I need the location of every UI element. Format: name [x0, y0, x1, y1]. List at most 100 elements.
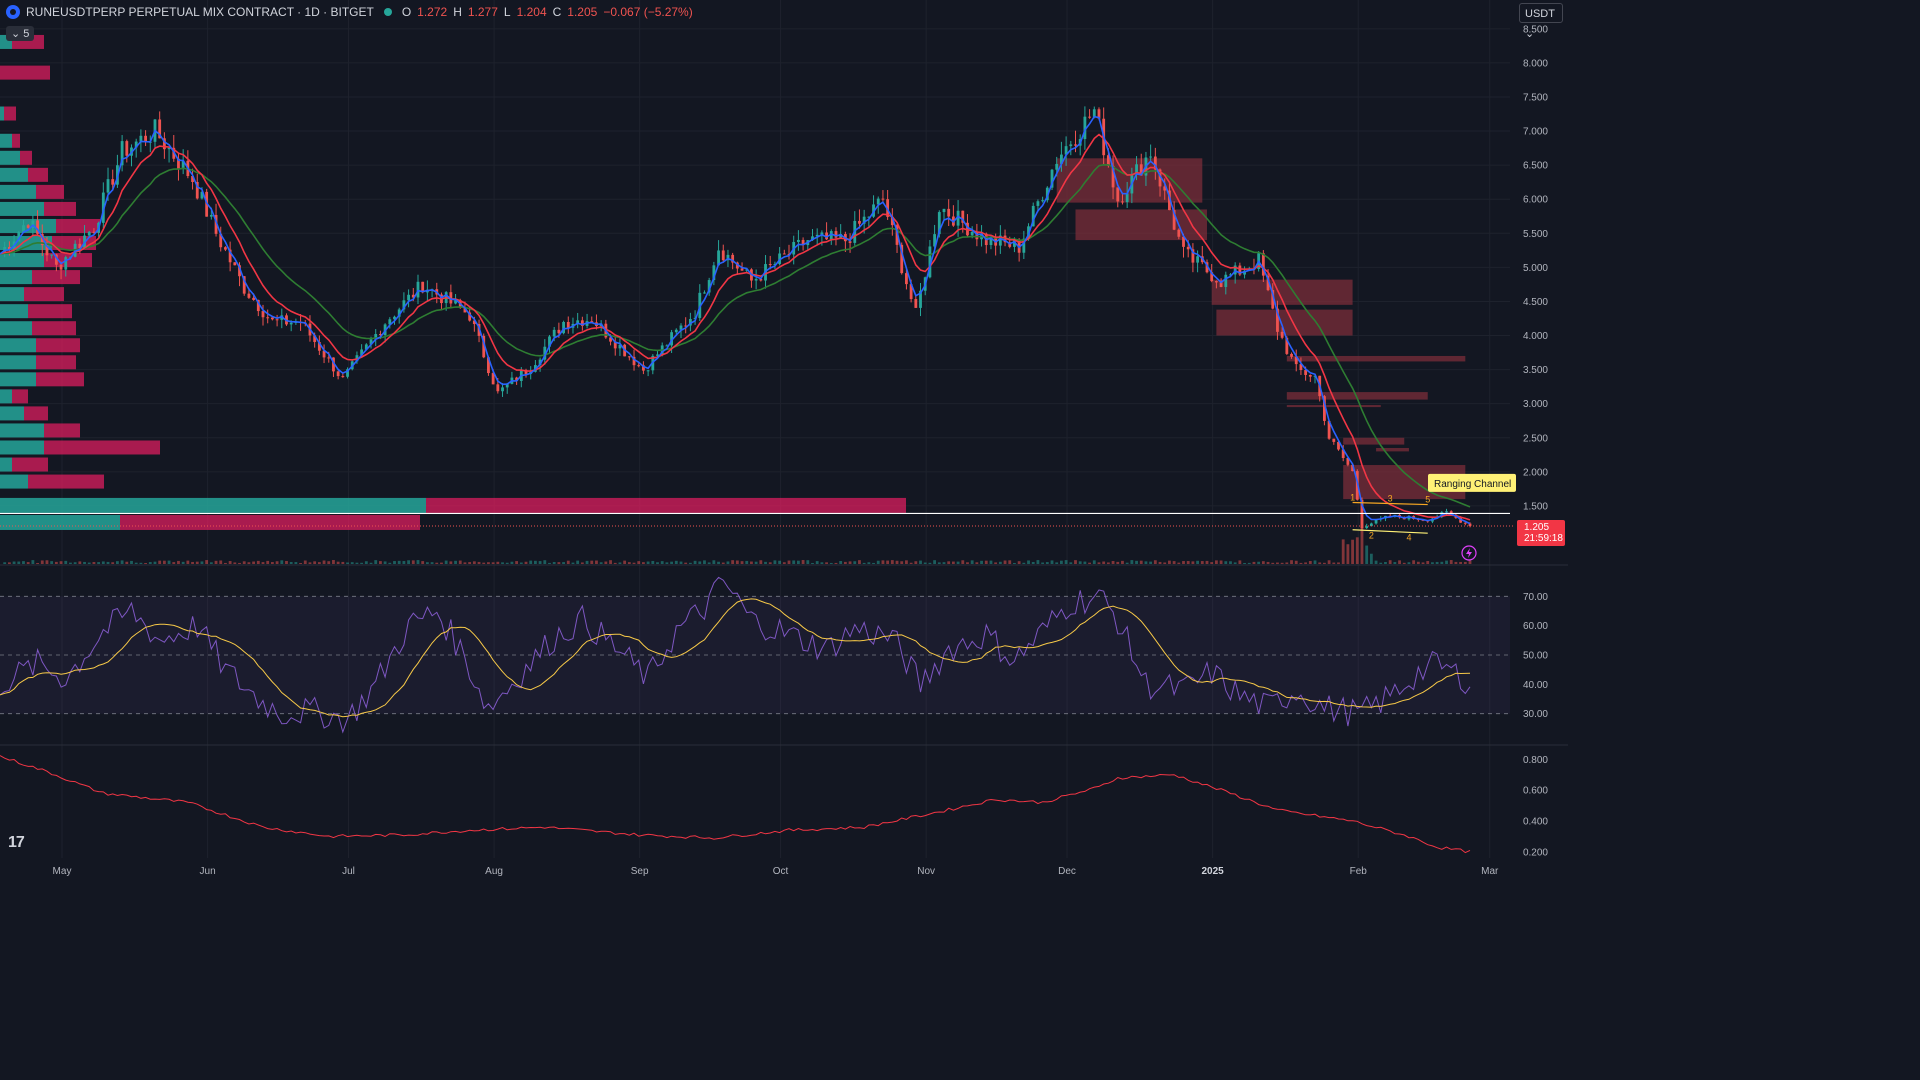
- candle-body: [491, 373, 495, 385]
- volume-bar: [1440, 561, 1444, 564]
- volume-bar: [294, 562, 298, 564]
- symbol-title[interactable]: RUNEUSDTPERP PERPETUAL MIX CONTRACT · 1D…: [26, 5, 374, 19]
- candle-body: [181, 160, 185, 169]
- candle-body: [1092, 109, 1096, 118]
- volume-profile-up-bar: [0, 406, 24, 421]
- volume-bar: [317, 562, 321, 564]
- candle-body: [815, 234, 819, 237]
- order-block: [1286, 405, 1381, 408]
- volume-bar: [872, 562, 875, 564]
- candle-body: [905, 273, 908, 285]
- candle-body: [961, 210, 965, 223]
- volume-bar: [1045, 562, 1049, 564]
- volume-bar: [637, 561, 641, 564]
- volume-bar: [285, 560, 288, 564]
- candle-body: [740, 268, 744, 271]
- candle-body: [167, 147, 171, 150]
- candle-body: [1050, 169, 1054, 188]
- volume-profile-up-bar: [0, 201, 44, 216]
- candle-body: [796, 239, 800, 242]
- volume-bar: [1365, 545, 1369, 564]
- candle-body: [1459, 517, 1463, 523]
- volume-bar: [449, 561, 453, 564]
- candle-body: [745, 269, 749, 271]
- volume-bar: [646, 561, 650, 564]
- volume-bar: [782, 562, 786, 564]
- candle-body: [228, 249, 232, 263]
- volume-bar: [900, 561, 904, 564]
- ranging-channel: 1 2 3 4 5: [1350, 493, 1430, 543]
- candle-body: [576, 320, 580, 324]
- volume-bar: [280, 560, 284, 564]
- candle-body: [388, 319, 392, 325]
- candle-body: [731, 254, 735, 263]
- chart-canvas[interactable]: 1 2 3 4 5 8.500 8.000 7.500 7.000 6.500 6.000 5.50…: [0, 0, 1568, 882]
- candle-body: [1280, 331, 1284, 338]
- candle-body: [134, 141, 138, 148]
- volume-bar: [416, 560, 420, 564]
- volume-profile-down-bar: [44, 440, 160, 455]
- time-axis-label: Mar: [1481, 866, 1499, 877]
- candle-body: [919, 290, 922, 308]
- candle-body: [886, 199, 890, 217]
- candle-body: [1045, 187, 1049, 201]
- volume-profile-up-bar: [0, 106, 4, 121]
- candle-body: [36, 220, 39, 234]
- volume-bar: [482, 562, 486, 564]
- candle-body: [1158, 169, 1162, 187]
- volume-profile-down-bar: [32, 270, 80, 285]
- volume-bar: [1144, 561, 1148, 564]
- volume-bar: [966, 562, 969, 564]
- ranging-channel-annotation: Ranging Channel: [1428, 473, 1516, 492]
- candle-body: [111, 179, 115, 185]
- volume-profile-down-bar: [24, 406, 48, 421]
- candle-body: [1116, 187, 1120, 202]
- candle-body: [393, 316, 396, 320]
- alert-icon[interactable]: [1461, 545, 1477, 561]
- candle-body: [759, 278, 763, 281]
- candle-body: [1059, 154, 1063, 164]
- candle-body: [618, 344, 622, 349]
- time-axis-label: 2025: [1202, 866, 1225, 877]
- indicators-toggle-button[interactable]: ⌄ 5: [6, 26, 35, 41]
- volume-bar: [487, 562, 490, 564]
- volume-bar: [425, 562, 429, 564]
- candle-body: [313, 335, 317, 343]
- volume-profile-up-bar: [0, 372, 36, 387]
- volume-bar: [411, 560, 415, 564]
- candle-body: [1219, 282, 1223, 287]
- volume-bar: [1078, 561, 1082, 564]
- candle-body: [1036, 201, 1040, 206]
- volume-bar: [1205, 560, 1209, 564]
- volume-bar: [1252, 561, 1256, 564]
- candle-body: [374, 334, 378, 340]
- candle-body: [407, 294, 411, 301]
- volume-bar: [858, 560, 861, 564]
- rsi-axis-label: 30.00: [1523, 709, 1548, 720]
- open-value: 1.272: [417, 5, 448, 19]
- volume-bar: [703, 560, 706, 564]
- volume-bar: [792, 560, 796, 564]
- candle-body: [317, 342, 321, 351]
- volume-bar: [1304, 562, 1308, 564]
- candle-body: [1088, 116, 1091, 118]
- high-label: H: [453, 5, 462, 19]
- volume-bar: [101, 561, 105, 564]
- volume-bar: [177, 560, 180, 564]
- volume-profile-up-bar: [0, 389, 12, 404]
- candle-body: [214, 214, 218, 234]
- volume-bar: [1196, 560, 1200, 564]
- order-block: [1075, 209, 1207, 241]
- volume-bar: [1088, 562, 1091, 564]
- volume-bar: [64, 560, 68, 564]
- volume-bar: [463, 562, 467, 564]
- currency-select[interactable]: USDT ⌄: [1519, 3, 1563, 40]
- volume-profile-down-bar: [12, 133, 20, 148]
- volume-profile-down-bar: [36, 372, 84, 387]
- volume-bar: [947, 561, 951, 564]
- volume-profile-up-bar: [0, 150, 20, 165]
- price-axis-label: 6.500: [1523, 161, 1548, 172]
- volume-bar: [562, 562, 565, 564]
- volume-bar: [308, 562, 312, 564]
- volume-bar: [1431, 562, 1434, 564]
